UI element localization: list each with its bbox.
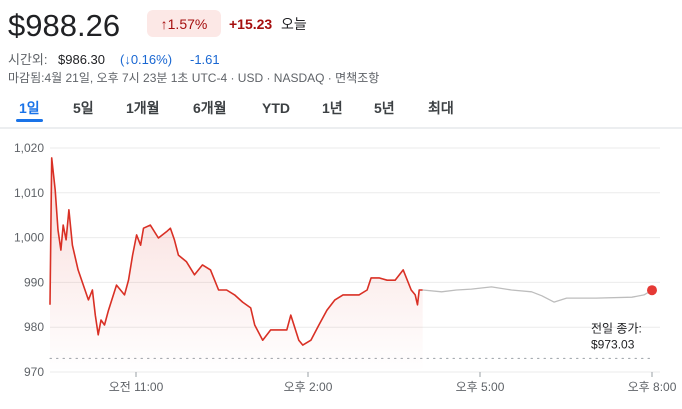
y-tick-label: 1,020 [14,141,44,155]
after-hours-price: $986.30 [58,52,105,67]
tab[interactable]: 5일 [73,100,94,116]
x-tick-label: 오후 5:00 [456,380,505,394]
status: 마감됨:4월 21일, 오후 7시 23분 1초 UTC-4 · USD · N… [8,70,379,85]
tab[interactable]: 1년 [322,100,343,116]
tab[interactable]: 6개월 [193,100,227,116]
line [49,157,423,346]
end-dot [647,285,657,296]
x-tick-label: 오후 8:00 [628,380,677,394]
y-tick-label: 970 [24,365,44,379]
after-hours-label: 시간외: [8,52,48,67]
tab[interactable]: 1개월 [126,100,160,116]
change-pct: ↑1.57% [161,16,208,32]
tab[interactable]: 5년 [374,100,395,116]
y-tick-label: 980 [24,320,44,334]
tab[interactable]: 최대 [428,100,454,116]
tab-indicator [16,119,43,122]
change-badge [147,10,221,37]
previous-close-value: $973.03 [591,337,635,351]
after-hours-change: -1.61 [190,52,220,67]
area [50,157,423,372]
y-tick-label: 1,000 [14,231,44,245]
after-hours-change-pct: (↓0.16%) [120,52,172,67]
y-tick-label: 1,010 [14,186,44,200]
period: 오늘 [281,16,307,32]
previous-close-label: 전일 종가: [591,321,642,335]
price: $988.26 [8,8,120,43]
x-tick-label: 오전 11:00 [109,380,164,394]
tab[interactable]: 1일 [19,100,40,116]
tab[interactable]: YTD [262,100,290,116]
y-tick-label: 990 [24,275,44,289]
change: +15.23 [229,16,272,32]
line [422,286,653,303]
x-tick-label: 오후 2:00 [284,380,333,394]
